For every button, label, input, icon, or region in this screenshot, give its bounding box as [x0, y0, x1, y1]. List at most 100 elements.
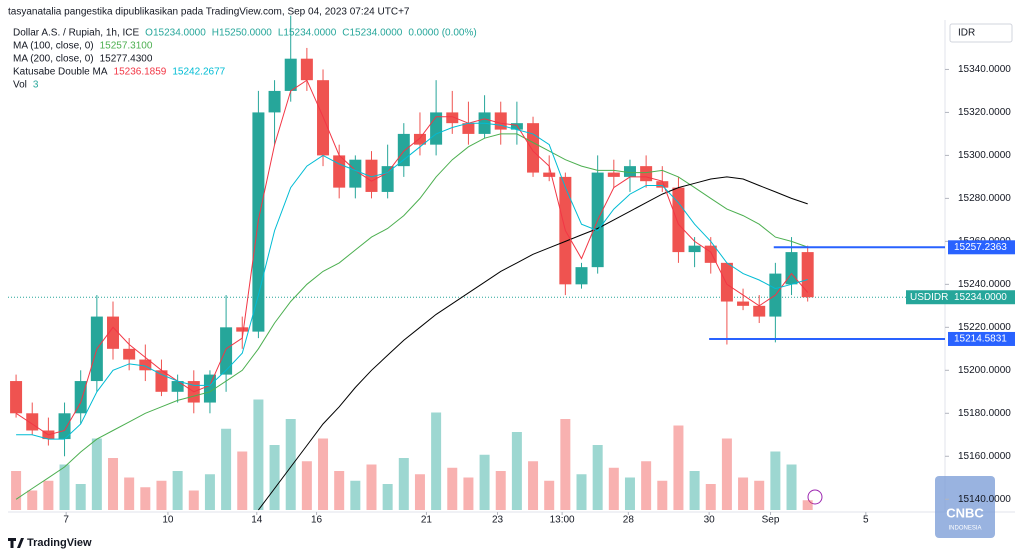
logo-icon: [8, 538, 24, 548]
y-tick-label: 15240.0000: [958, 279, 1011, 290]
volume-bar: [140, 487, 151, 510]
volume-bar: [156, 480, 167, 510]
candle-body: [381, 166, 394, 192]
current-price-name: USDIDR: [910, 292, 948, 303]
candle-body: [397, 133, 410, 167]
volume-bar: [269, 445, 280, 510]
indicator-line: [258, 176, 808, 511]
volume-bars: [11, 399, 813, 510]
x-tick-label: 14: [251, 515, 263, 526]
volume-bar: [91, 438, 102, 510]
candle-body: [413, 133, 426, 145]
candle-body: [349, 159, 362, 188]
candle-body: [510, 123, 523, 130]
volume-bar: [705, 484, 716, 510]
y-tick-label: 15200.0000: [958, 365, 1011, 376]
volume-bar: [721, 438, 732, 510]
symbol: Dollar A.S. / Rupiah, 1h, ICE: [13, 28, 140, 39]
candle-body: [26, 413, 39, 431]
y-tick-label: 15320.0000: [958, 107, 1011, 118]
volume-bar: [318, 438, 329, 510]
quote-value: 0.0000 (0.00%): [408, 28, 476, 39]
y-tick-label: 15160.0000: [958, 451, 1011, 462]
candle-body: [284, 58, 297, 91]
candle-body: [300, 58, 313, 81]
x-tick-label: 23: [492, 515, 504, 526]
level-label-box: [948, 331, 1015, 346]
candle-body: [623, 166, 636, 177]
indicator-value: 15257.3100: [100, 41, 153, 52]
indicator-name: Katusabe Double MA: [13, 67, 108, 78]
y-tick-label: 15140.0000: [958, 494, 1011, 505]
indicator-line: [15, 133, 808, 500]
events-icon[interactable]: [807, 489, 823, 505]
candle-body: [494, 112, 507, 130]
x-tick-label: 13:00: [550, 515, 575, 526]
volume-bar: [11, 471, 22, 510]
candle-body: [801, 252, 814, 298]
indicator-name: MA (200, close, 0): [13, 54, 94, 65]
indicator-value: 15277.4300: [100, 54, 153, 65]
candle-body: [672, 187, 685, 253]
volume-bar: [511, 432, 522, 510]
candle-body: [10, 381, 23, 414]
candle-body: [171, 381, 184, 392]
volume-bar: [592, 445, 603, 510]
watermark: CNBC INDONESIA: [935, 476, 995, 538]
volume-bar: [204, 474, 215, 510]
volume-bar: [366, 464, 377, 510]
quote-value: O15234.0000: [145, 28, 206, 39]
level-label-box: [948, 240, 1015, 255]
candle-body: [640, 166, 653, 182]
brand-logo: TradingView: [8, 537, 92, 549]
candle-body: [268, 90, 281, 113]
candle-body: [753, 305, 766, 317]
level-label: 15257.2363: [954, 242, 1007, 253]
candle-body: [74, 381, 87, 414]
y-tick-label: 15300.0000: [958, 150, 1011, 161]
candle-body: [107, 316, 120, 349]
volume-bar: [221, 428, 232, 510]
volume-bar: [188, 490, 199, 510]
y-tick-label: 15180.0000: [958, 408, 1011, 419]
volume-bar: [301, 461, 312, 510]
y-tick-label: 15220.0000: [958, 322, 1011, 333]
volume-bar: [657, 480, 668, 510]
volume-bar: [75, 484, 86, 510]
currency[interactable]: IDR: [958, 28, 975, 39]
volume-bar: [544, 480, 555, 510]
current-price-box: [906, 290, 1015, 305]
x-tick-label: 16: [311, 515, 323, 526]
indicator-value: 15242.2677: [172, 67, 225, 78]
volume-bar: [608, 467, 619, 510]
volume-bar: [27, 490, 38, 510]
volume-bar: [738, 477, 749, 510]
watermark-sub: INDONESIA: [948, 526, 981, 532]
candle-body: [527, 123, 540, 173]
candle-body: [785, 252, 798, 285]
volume-bar: [786, 464, 797, 510]
volume-bar: [398, 458, 409, 510]
legend: Dollar A.S. / Rupiah, 1h, ICE O15234.0000…: [13, 28, 477, 91]
candle-body: [446, 112, 459, 124]
candle-body: [688, 245, 701, 253]
volume-bar: [641, 461, 652, 510]
volume-bar: [237, 451, 248, 510]
volume-bar: [447, 467, 458, 510]
x-tick-label: 30: [704, 515, 716, 526]
current-price-label: 15234.0000: [954, 292, 1007, 303]
candle-body: [236, 327, 249, 332]
currency-box[interactable]: [949, 23, 1013, 43]
volume-bar: [754, 480, 765, 510]
volume-bar: [334, 471, 345, 510]
candle-body: [203, 374, 216, 403]
volume-bar: [59, 464, 70, 510]
candle-body: [58, 413, 71, 440]
volume-bar: [463, 477, 474, 510]
volume-bar: [285, 419, 296, 510]
attribution: tasyanatalia pangestika dipublikasikan p…: [8, 7, 410, 18]
x-tick-label: 10: [162, 515, 174, 526]
volume-bar: [350, 480, 361, 510]
candle-body: [607, 172, 620, 177]
